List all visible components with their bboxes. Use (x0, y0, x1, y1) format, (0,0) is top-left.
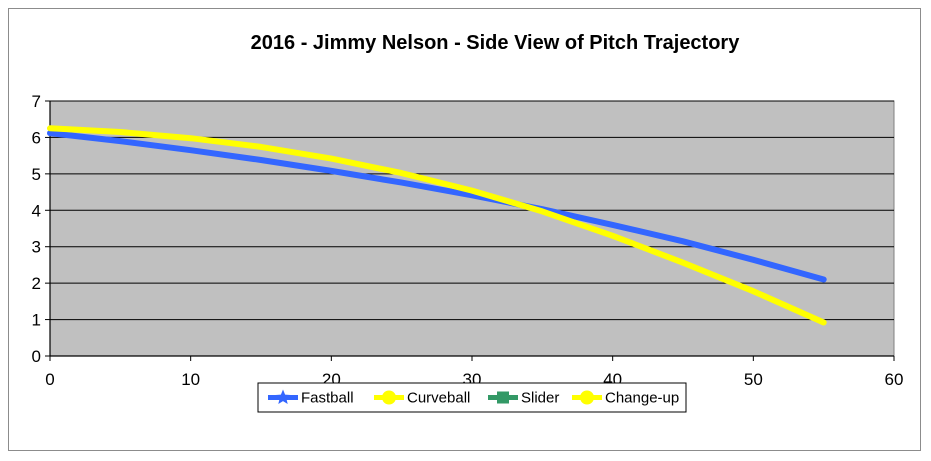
y-tick-label: 4 (32, 201, 41, 220)
y-tick-label: 2 (32, 274, 41, 293)
legend-label-slider: Slider (521, 390, 559, 407)
y-tick-label: 6 (32, 128, 41, 147)
legend-label-curveball: Curveball (407, 390, 470, 407)
y-tick-label: 7 (32, 92, 41, 111)
series-line-change-up (47, 125, 827, 326)
x-tick-label: 60 (885, 370, 904, 389)
legend: Fastball Curveball Slider Change-up (257, 382, 687, 413)
y-tick-label: 3 (32, 238, 41, 257)
y-tick-label: 0 (32, 347, 41, 366)
legend-box (257, 382, 687, 413)
x-tick-label: 0 (45, 370, 54, 389)
x-tick-label: 10 (181, 370, 200, 389)
legend-label-change-up: Change-up (605, 390, 679, 407)
legend-label-fastball: Fastball (301, 390, 354, 407)
x-tick-label: 50 (744, 370, 763, 389)
legend-marker-curveball (382, 390, 396, 405)
chart-title: 2016 - Jimmy Nelson - Side View of Pitch… (251, 32, 741, 54)
legend-marker-slider (497, 391, 509, 404)
plot-background (49, 100, 895, 357)
series-line-fastball (47, 130, 827, 283)
y-tick-label: 5 (32, 165, 41, 184)
y-tick-label: 1 (32, 311, 41, 330)
legend-marker-change-up (580, 390, 594, 405)
legend-marker-fastball (275, 389, 291, 404)
